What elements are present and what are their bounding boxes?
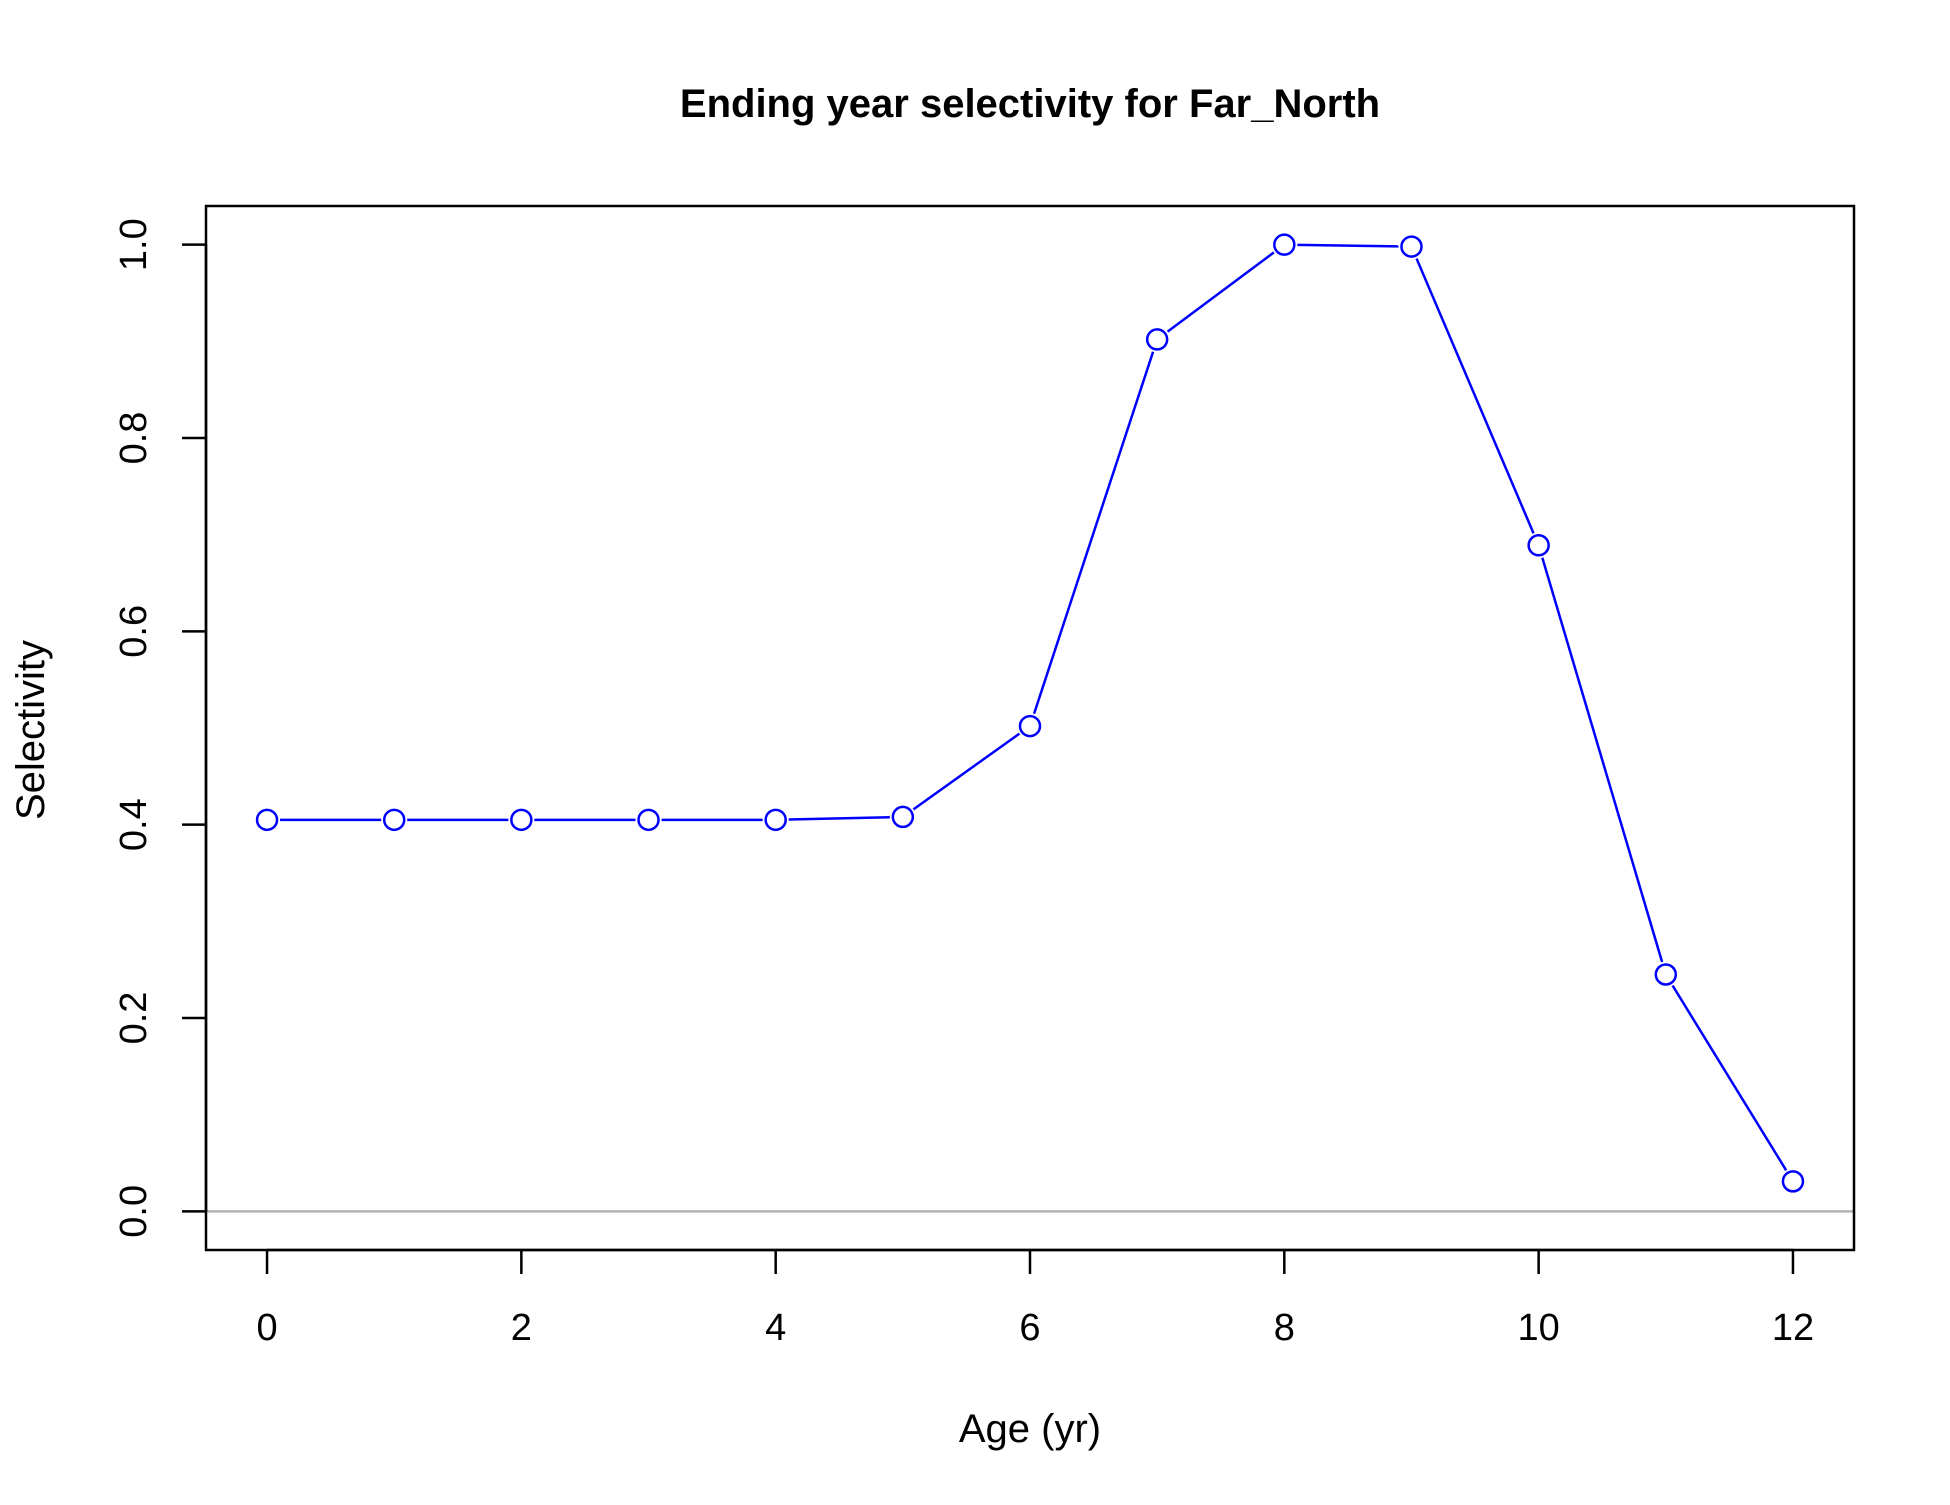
series-line-segment bbox=[1415, 258, 1535, 534]
data-point-marker bbox=[382, 808, 406, 832]
x-tick-label: 8 bbox=[1274, 1307, 1295, 1349]
series-line-segment bbox=[1166, 251, 1275, 333]
chart-title: Ending year selectivity for Far_North bbox=[680, 82, 1380, 126]
data-point-marker bbox=[1400, 235, 1423, 258]
data-point-marker bbox=[510, 808, 533, 832]
data-point-marker bbox=[1145, 328, 1169, 351]
series-line-segment bbox=[1671, 984, 1788, 1171]
data-point-marker bbox=[255, 808, 279, 832]
x-tick-label: 2 bbox=[511, 1307, 532, 1349]
y-tick-label: 0.6 bbox=[113, 605, 155, 658]
data-point-marker bbox=[637, 808, 660, 832]
data-point-marker bbox=[764, 808, 787, 832]
data-point-marker bbox=[1018, 714, 1042, 738]
y-tick-label: 0.4 bbox=[113, 798, 155, 851]
y-tick-label: 0.8 bbox=[113, 412, 155, 465]
plot-layer: 0 2 4 6 8 10 12 0.0 0.2 0.4 0.6 0.8 1.0 bbox=[113, 204, 1856, 1349]
series-line-segment bbox=[1297, 243, 1399, 248]
x-tick-label: 0 bbox=[256, 1307, 277, 1349]
data-point-marker bbox=[891, 805, 915, 829]
y-tick-label: 0.2 bbox=[113, 992, 155, 1045]
series-line-segment bbox=[1541, 557, 1664, 963]
series-line-segment bbox=[788, 815, 890, 821]
x-axis-label: Age (yr) bbox=[959, 1407, 1101, 1451]
x-tick-label: 6 bbox=[1019, 1307, 1040, 1349]
x-tick-label: 4 bbox=[765, 1307, 786, 1349]
plot-frame bbox=[204, 204, 1856, 1252]
x-tick-label: 10 bbox=[1518, 1307, 1560, 1349]
data-point-marker bbox=[1781, 1170, 1805, 1193]
data-point-marker bbox=[1527, 534, 1550, 557]
y-axis-label: Selectivity bbox=[9, 640, 53, 820]
data-point-marker bbox=[1273, 233, 1296, 256]
series-line-segment bbox=[912, 732, 1021, 811]
data-point-marker bbox=[1654, 963, 1678, 986]
x-tick-label: 12 bbox=[1772, 1307, 1814, 1349]
y-tick-label: 1.0 bbox=[113, 218, 155, 271]
y-tick-label: 0.0 bbox=[113, 1185, 155, 1238]
series-line-segment bbox=[1032, 351, 1155, 715]
